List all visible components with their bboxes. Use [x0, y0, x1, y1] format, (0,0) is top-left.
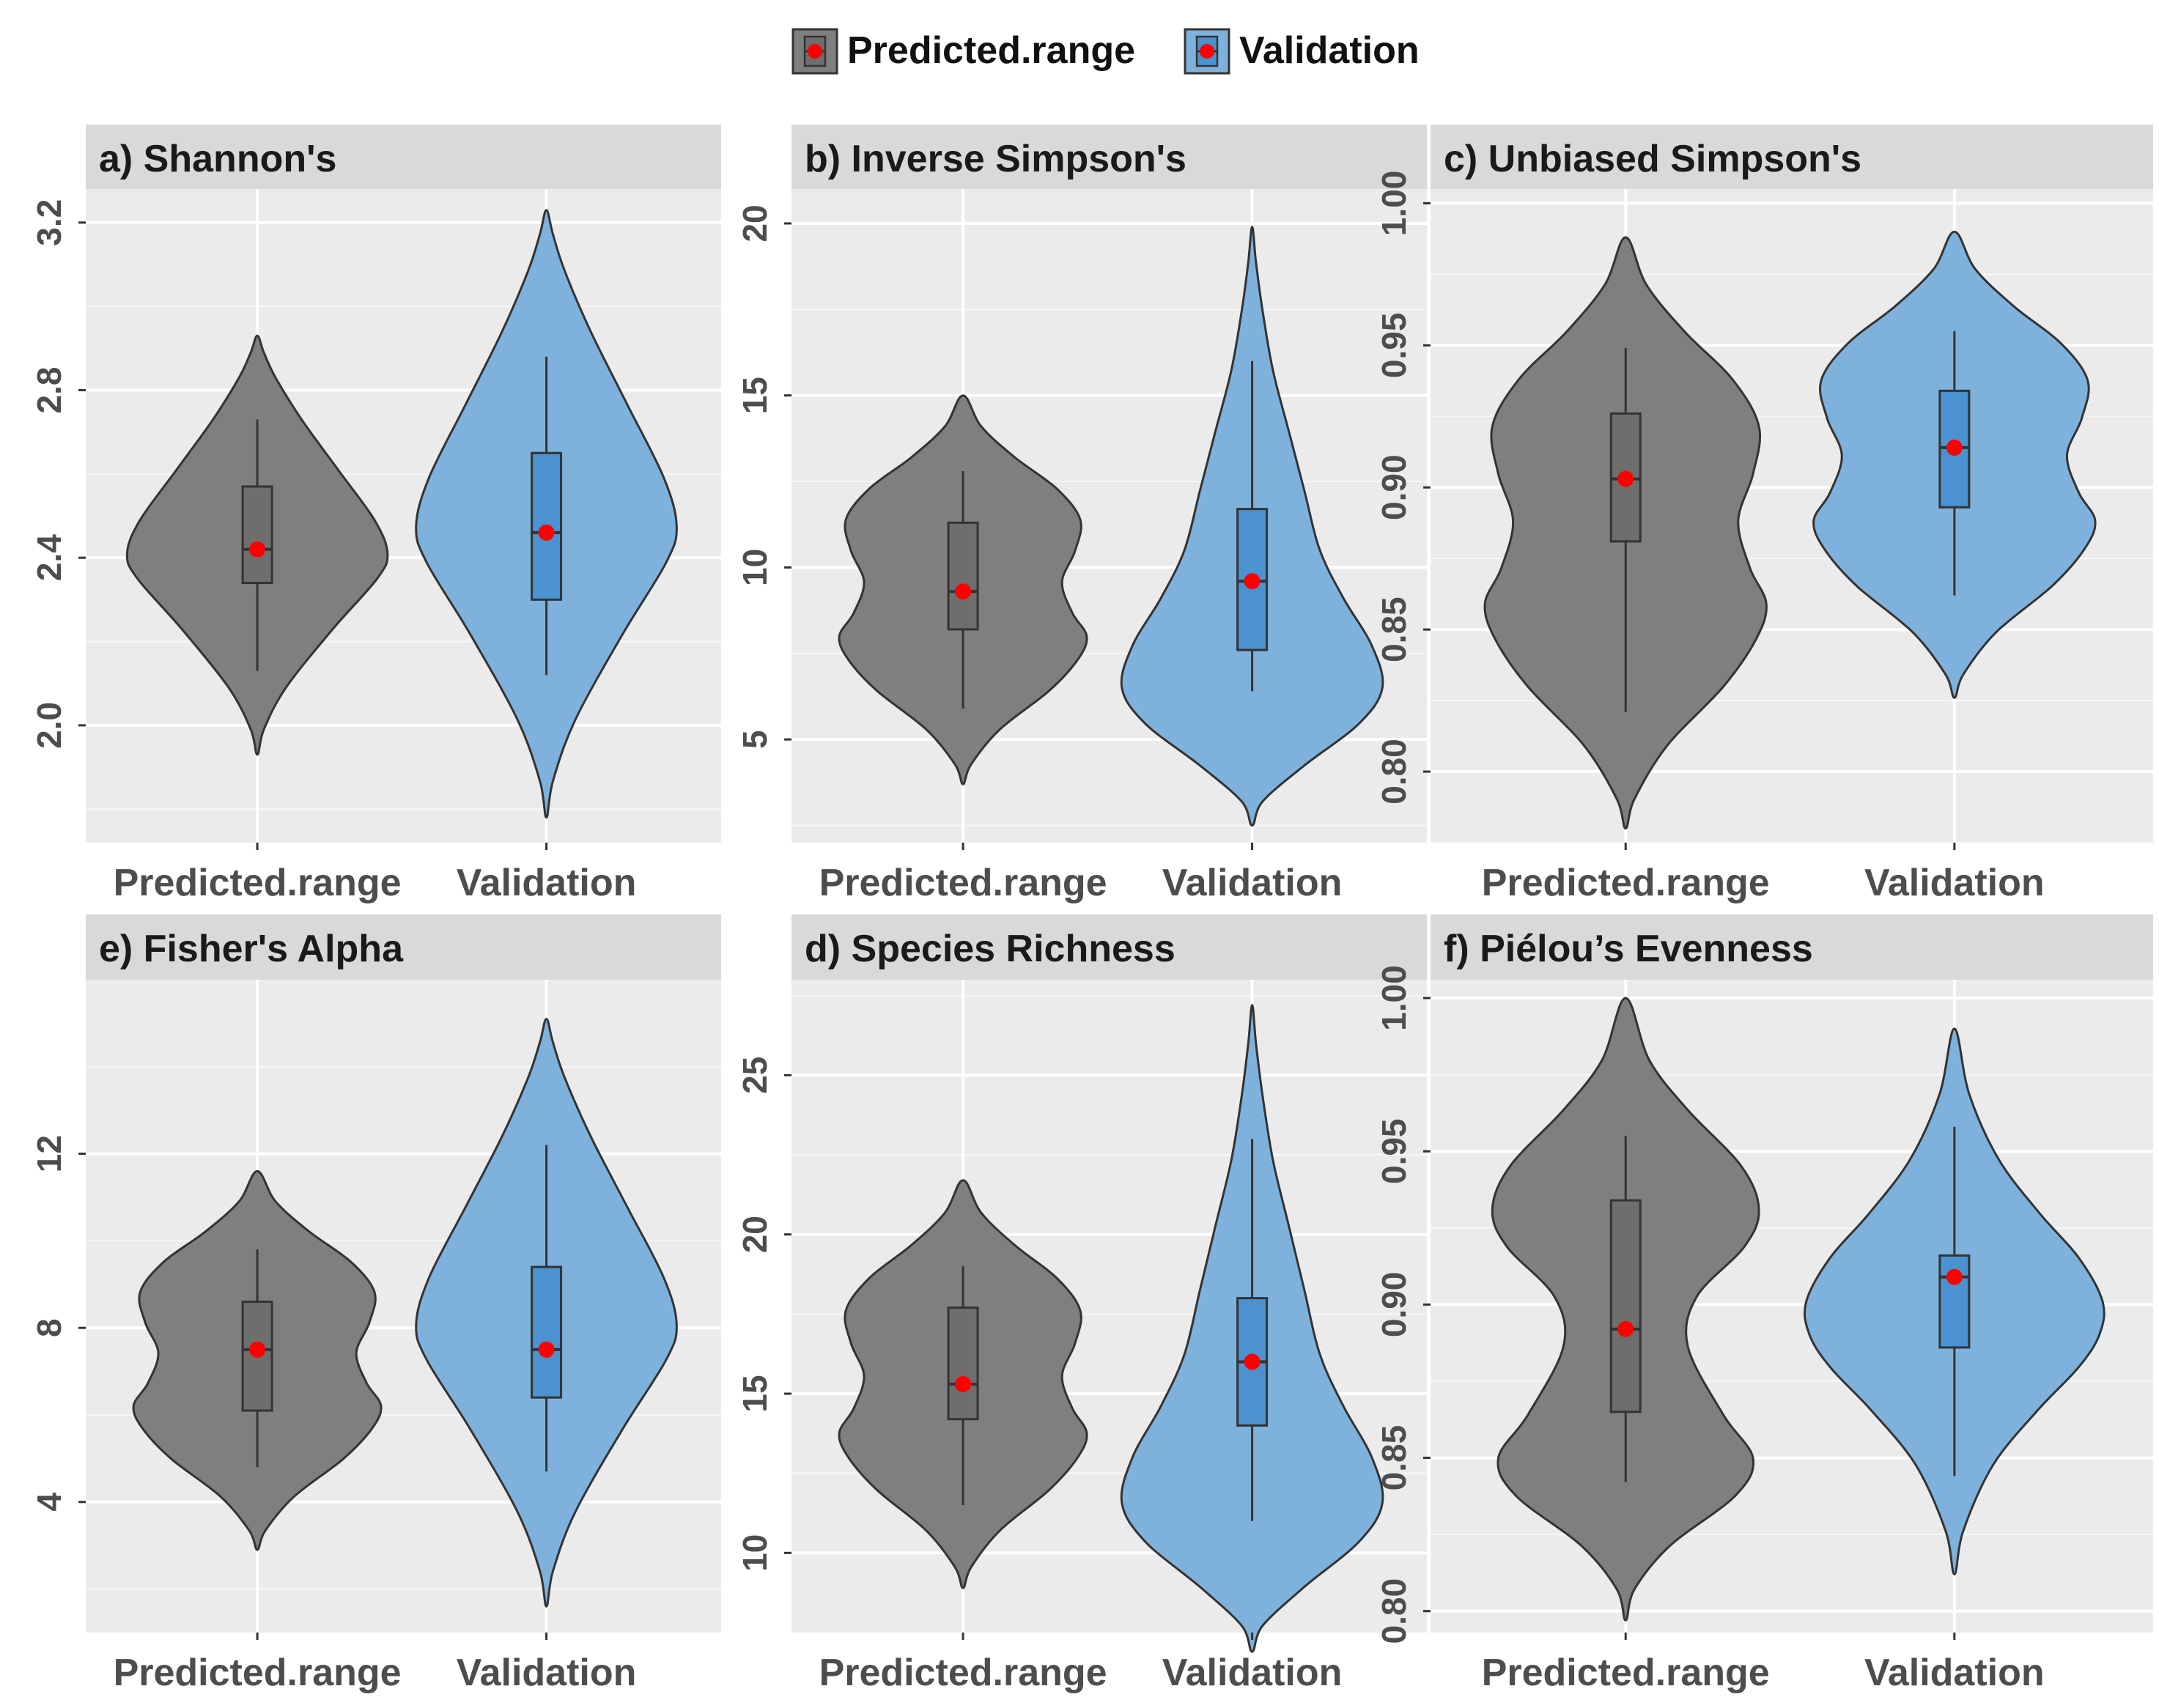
panel-title: a) Shannon's	[99, 138, 336, 180]
y-tick-label: 10	[736, 1534, 774, 1572]
mean-point	[1244, 1353, 1261, 1370]
y-tick-label: 20	[736, 1216, 774, 1253]
x-tick-label: Validation	[457, 862, 637, 904]
y-tick-label: 15	[736, 377, 774, 414]
panel-f-pi-lou-s-evenness: f) Piélou’s Evenness 0.80 0.85 0.90 0.95 1.00…	[1375, 914, 2153, 1694]
violin-predicted-range	[1483, 236, 1768, 830]
x-tick-label: Predicted.range	[1482, 1652, 1770, 1694]
panel-title: d) Species Richness	[805, 928, 1176, 970]
mean-point	[538, 1341, 555, 1358]
panel-strip	[1431, 125, 2153, 189]
panel-strip	[86, 914, 721, 980]
mean-point	[538, 524, 555, 541]
violin-predicted-range	[132, 1169, 383, 1551]
legend-item-validation: Validation	[1184, 28, 1420, 75]
iqr-box	[241, 485, 273, 584]
y-tick-label: 5	[736, 730, 774, 749]
y-tick-label: 0.90	[1375, 454, 1413, 520]
y-tick-label: 0.80	[1375, 739, 1413, 805]
y-tick-label: 1.00	[1375, 965, 1413, 1031]
x-tick-label: Predicted.range	[819, 1652, 1107, 1694]
panel-title: e) Fisher's Alpha	[99, 928, 404, 970]
iqr-box	[1609, 1199, 1642, 1413]
x-tick-label: Validation	[1162, 1652, 1343, 1694]
y-tick-label: 10	[736, 549, 774, 586]
y-tick-label: 2.0	[30, 702, 68, 749]
violin-validation	[1812, 230, 2097, 699]
mean-point	[955, 583, 972, 600]
panel-strip	[86, 125, 721, 189]
mean-point	[1244, 573, 1261, 590]
y-tick-label: 0.85	[1375, 1425, 1413, 1491]
y-tick-label: 0.95	[1375, 313, 1413, 379]
panels: a) Shannon's 2.0 2.4 2.8 3.2 Predicted.range V…	[30, 125, 2153, 1694]
mean-point	[249, 541, 266, 558]
y-tick-label: 20	[736, 204, 774, 242]
x-tick-label: Validation	[1864, 1652, 2045, 1694]
iqr-box	[531, 1265, 563, 1399]
mean-point	[1617, 1320, 1634, 1337]
panel-strip	[1431, 914, 2153, 980]
x-tick-label: Validation	[457, 1652, 637, 1694]
legend-item-predicted-range: Predicted.range	[791, 28, 1135, 75]
mean-point	[1946, 439, 1963, 456]
y-tick-label: 2.4	[30, 534, 68, 581]
panel-a-shannon-s: a) Shannon's 2.0 2.4 2.8 3.2 Predicted.range V…	[30, 125, 721, 904]
violin-validation	[415, 209, 678, 819]
mean-point	[249, 1341, 266, 1358]
y-tick-label: 12	[30, 1135, 68, 1172]
x-tick-label: Validation	[1162, 862, 1343, 904]
violin-validation	[415, 1017, 678, 1608]
panel-title: b) Inverse Simpson's	[805, 138, 1186, 180]
x-tick-label: Validation	[1864, 862, 2045, 904]
y-tick-label: 15	[736, 1375, 774, 1412]
x-tick-label: Predicted.range	[1482, 862, 1770, 904]
y-tick-label: 3.2	[30, 199, 68, 246]
violin-predicted-range	[1491, 997, 1760, 1622]
panel-d-species-richness: d) Species Richness 10 15 20 25 Predicted.ran…	[736, 914, 1427, 1694]
panel-title: c) Unbiased Simpson's	[1444, 138, 1861, 180]
mean-point	[955, 1375, 972, 1392]
violin-validation	[1120, 1004, 1384, 1653]
y-tick-label: 0.90	[1375, 1272, 1413, 1338]
legend-key-mean-dot	[1200, 44, 1214, 59]
y-tick-label: 0.95	[1375, 1118, 1413, 1184]
y-tick-label: 1.00	[1375, 171, 1413, 237]
x-tick-label: Predicted.range	[114, 862, 402, 904]
y-tick-label: 0.80	[1375, 1578, 1413, 1644]
y-tick-label: 4	[30, 1493, 68, 1512]
panel-title: f) Piélou’s Evenness	[1444, 928, 1813, 970]
mean-point	[1617, 470, 1634, 487]
iqr-box	[1938, 1254, 1971, 1349]
violin-predicted-range	[125, 334, 389, 756]
y-tick-label: 0.85	[1375, 596, 1413, 662]
mean-point	[1946, 1268, 1963, 1285]
panel-e-fisher-s-alpha: e) Fisher's Alpha 4 8 12 Predicted.range Vali…	[30, 914, 721, 1694]
iqr-box	[947, 1306, 979, 1421]
panel-strip	[791, 125, 1427, 189]
x-tick-label: Predicted.range	[114, 1652, 402, 1694]
iqr-box	[947, 521, 979, 631]
panel-b-inverse-simpson-s: b) Inverse Simpson's 5 10 15 20 Predicted.ran…	[736, 125, 1427, 904]
panel-c-unbiased-simpson-s: c) Unbiased Simpson's 0.80 0.85 0.90 0.95 1.0…	[1375, 125, 2153, 904]
panel-strip	[791, 914, 1427, 980]
violin-predicted-range	[838, 394, 1088, 785]
legend-label: Predicted.range	[847, 29, 1135, 72]
violin-validation	[1804, 1027, 2106, 1576]
y-tick-label: 25	[736, 1057, 774, 1094]
legend-key-mean-dot	[808, 44, 822, 59]
x-tick-label: Predicted.range	[819, 862, 1107, 904]
violin-validation	[1120, 226, 1384, 827]
y-tick-label: 2.8	[30, 366, 68, 413]
legend: Predicted.range Validation	[791, 28, 1420, 75]
violin-predicted-range	[838, 1179, 1088, 1589]
y-tick-label: 8	[30, 1318, 68, 1337]
legend-label: Validation	[1239, 29, 1420, 72]
